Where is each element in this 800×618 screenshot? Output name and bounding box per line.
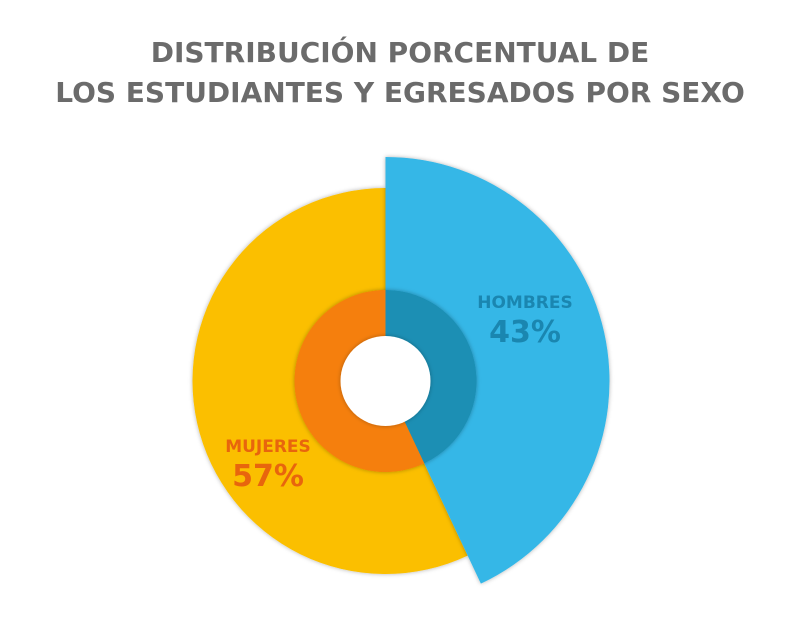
chart-title-line-1: DISTRIBUCIÓN PORCENTUAL DE xyxy=(150,36,650,69)
slice-label-hombres: HOMBRES xyxy=(477,293,573,313)
center-hole xyxy=(340,336,431,426)
inner-ring-slice-hombres xyxy=(385,290,477,464)
chart-title-line-2: LOS ESTUDIANTES Y EGRESADOS POR SEXO xyxy=(55,76,745,109)
slice-label-mujeres: MUJERES xyxy=(225,437,311,457)
slice-hombres xyxy=(385,157,610,584)
slice-value-mujeres: 57% xyxy=(232,459,304,494)
slice-value-hombres: 43% xyxy=(489,315,561,350)
